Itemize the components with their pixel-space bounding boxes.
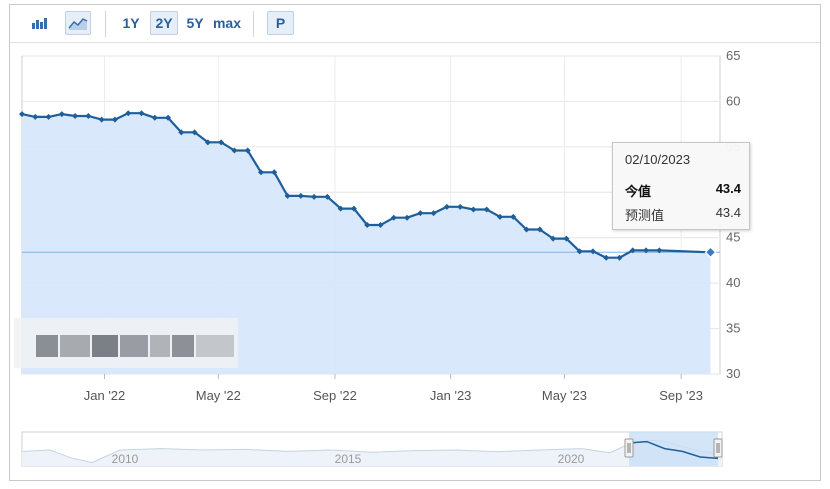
- data-point: [58, 111, 65, 118]
- range-2y-button[interactable]: 2Y: [150, 11, 178, 35]
- data-point: [523, 226, 530, 233]
- series-area: [22, 113, 711, 374]
- data-point: [629, 247, 636, 254]
- data-point: [218, 139, 225, 146]
- data-point: [151, 114, 158, 121]
- data-point: [377, 221, 384, 228]
- navigator-year-label: 2010: [112, 452, 139, 466]
- data-point: [563, 235, 570, 242]
- data-point: [589, 248, 596, 255]
- toolbar-divider: [105, 11, 106, 37]
- x-tick-label: Jan '22: [84, 388, 126, 403]
- data-point: [165, 114, 172, 121]
- y-tick-label: 40: [726, 275, 740, 290]
- data-point: [72, 112, 79, 119]
- data-point: [550, 235, 557, 242]
- tooltip-forecast-row: 预测值 43.4: [625, 205, 741, 223]
- data-point: [603, 254, 610, 261]
- highlighted-point: [704, 246, 717, 259]
- data-point: [19, 111, 25, 118]
- p-button[interactable]: P: [267, 11, 294, 35]
- y-tick-label: 60: [726, 93, 740, 108]
- x-tick-label: Sep '23: [659, 388, 703, 403]
- data-point: [643, 247, 650, 254]
- data-point: [191, 129, 198, 136]
- navigator[interactable]: 2010 2015 2020: [21, 431, 723, 467]
- x-axis: Jan '22 May '22 Sep '22 Jan '23 May '23 Sep '…: [84, 374, 703, 403]
- range-max-button[interactable]: max: [212, 15, 242, 31]
- data-point: [125, 110, 132, 117]
- data-point: [430, 210, 437, 217]
- data-point: [45, 113, 52, 120]
- data-point: [364, 221, 371, 228]
- tooltip-current-value: 43.4: [715, 181, 741, 196]
- data-point: [311, 193, 318, 200]
- tooltip-date: 02/10/2023: [625, 152, 691, 167]
- data-point: [457, 203, 464, 210]
- x-tick-label: Sep '22: [313, 388, 357, 403]
- data-point: [510, 213, 517, 220]
- y-tick-label: 65: [726, 48, 740, 63]
- data-point: [178, 129, 185, 136]
- data-point: [496, 213, 503, 220]
- x-tick-label: Jan '23: [430, 388, 472, 403]
- data-point: [390, 214, 397, 221]
- data-point: [257, 169, 264, 176]
- data-point: [616, 254, 623, 261]
- data-point: [443, 203, 450, 210]
- y-tick-label: 45: [726, 230, 740, 245]
- watermark: [14, 318, 238, 368]
- data-point: [337, 205, 344, 212]
- data-point: [98, 116, 105, 123]
- navigator-area: [22, 440, 722, 466]
- data-point: [404, 214, 411, 221]
- line-chart-icon[interactable]: [65, 11, 91, 35]
- data-point: [271, 169, 278, 176]
- tooltip-current-label: 今值: [625, 184, 652, 199]
- data-point: [536, 226, 543, 233]
- data-point: [324, 193, 331, 200]
- data-point: [656, 247, 663, 254]
- data-point: [204, 139, 211, 146]
- data-point: [138, 110, 145, 117]
- y-tick-label: 30: [726, 366, 740, 381]
- navigator-year-label: 2020: [558, 452, 585, 466]
- data-point: [483, 206, 490, 213]
- range-5y-button[interactable]: 5Y: [186, 15, 204, 31]
- tooltip-forecast-label: 预测值: [625, 208, 665, 223]
- data-point: [244, 147, 251, 154]
- data-point: [231, 147, 238, 154]
- data-point: [417, 210, 424, 217]
- navigator-selection: [629, 432, 718, 466]
- x-tick-label: May '22: [196, 388, 241, 403]
- tooltip-forecast-value: 43.4: [715, 205, 741, 220]
- data-point: [470, 206, 477, 213]
- plot-area: [19, 110, 720, 374]
- navigator-year-label: 2015: [335, 452, 362, 466]
- data-point: [350, 205, 357, 212]
- tooltip-current-row: 今值 43.4: [625, 181, 741, 199]
- data-point: [32, 113, 39, 120]
- data-tooltip: 02/10/2023 今值 43.4 预测值 43.4: [612, 142, 750, 230]
- bar-chart-icon[interactable]: [27, 11, 53, 35]
- data-point: [284, 192, 291, 199]
- x-tick-label: May '23: [542, 388, 587, 403]
- navigator-selection-line: [628, 440, 719, 460]
- data-point: [576, 248, 583, 255]
- navigator-handle: [713, 438, 723, 458]
- chart-toolbar: 1Y 2Y 5Y max P: [10, 5, 820, 43]
- range-1y-button[interactable]: 1Y: [122, 15, 140, 31]
- y-tick-label: 35: [726, 321, 740, 336]
- navigator-handle: [624, 438, 634, 458]
- data-point: [297, 192, 304, 199]
- data-point: [85, 112, 92, 119]
- data-point: [111, 116, 118, 123]
- toolbar-divider: [253, 11, 254, 37]
